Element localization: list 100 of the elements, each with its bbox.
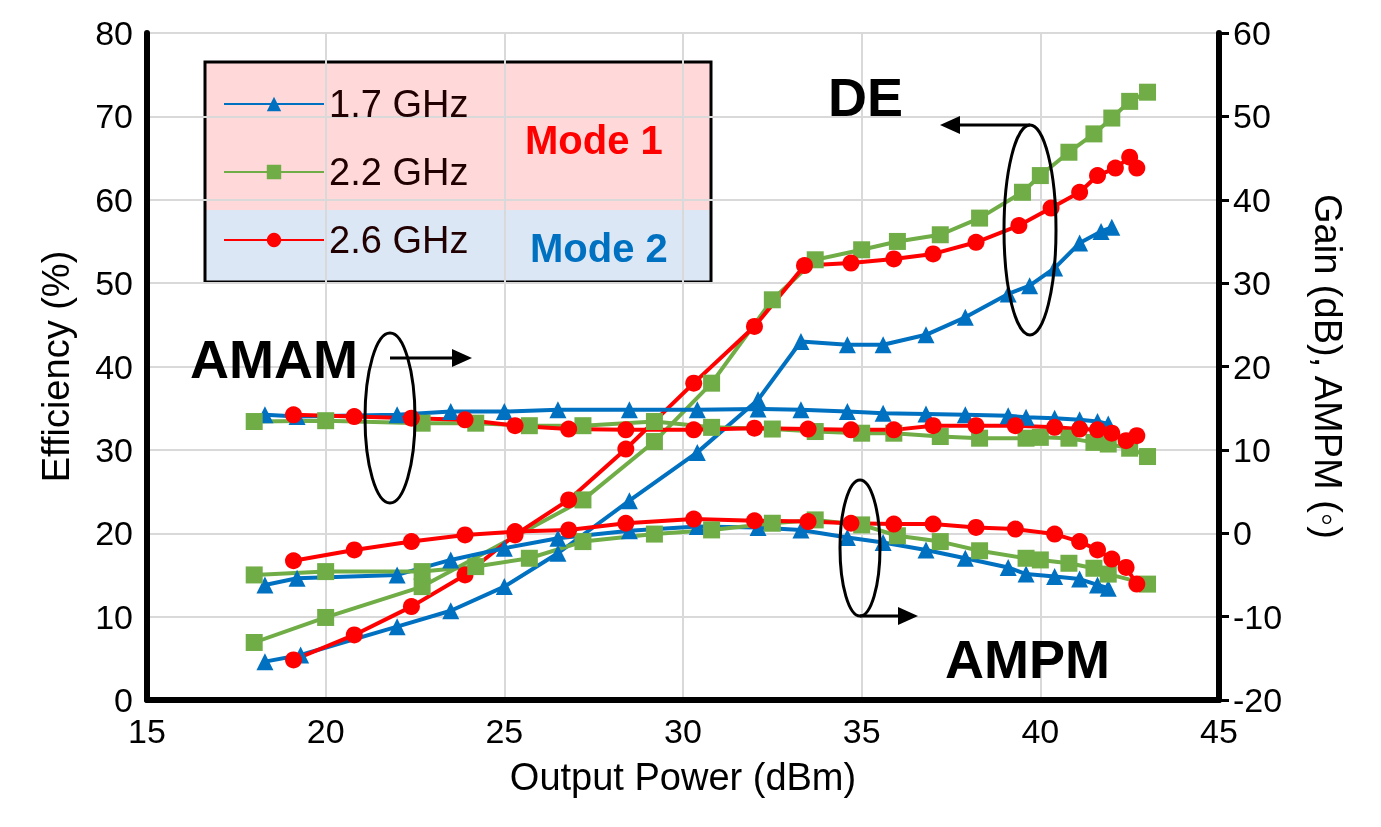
point: [853, 241, 871, 259]
point: [971, 542, 989, 560]
x-tick-label: 20: [306, 712, 345, 750]
point: [763, 514, 781, 532]
point: [763, 291, 781, 309]
point: [842, 254, 860, 272]
point: [745, 419, 763, 437]
point: [703, 374, 721, 392]
point: [1013, 183, 1031, 201]
point: [245, 566, 263, 584]
point: [931, 533, 949, 551]
point: [1031, 167, 1049, 185]
point: [617, 421, 635, 439]
point: [245, 633, 263, 651]
point: [442, 602, 460, 620]
point: [345, 626, 363, 644]
point: [1006, 520, 1024, 538]
point: [617, 440, 635, 458]
annotation: Mode 2: [530, 226, 668, 270]
point: [931, 226, 949, 244]
point: [1046, 525, 1064, 543]
point: [388, 406, 406, 424]
point: [745, 512, 763, 530]
point: [956, 308, 974, 326]
point: [317, 608, 335, 626]
point: [1103, 424, 1121, 442]
point: [967, 417, 985, 435]
point: [1046, 568, 1064, 586]
y2-tick-label: 10: [1233, 430, 1271, 469]
point: [520, 549, 538, 567]
point: [1089, 421, 1107, 439]
point: [560, 521, 578, 539]
point: [520, 417, 538, 435]
point: [413, 563, 431, 581]
point: [924, 417, 942, 435]
point: [685, 510, 703, 528]
point: [685, 374, 703, 392]
point: [799, 420, 817, 438]
y2-tick-label: 40: [1233, 180, 1271, 219]
point: [956, 549, 974, 567]
point: [620, 492, 638, 510]
point: [1117, 558, 1135, 576]
point: [842, 421, 860, 439]
point: [745, 317, 763, 335]
point: [288, 569, 306, 587]
x-tick-label: 25: [485, 712, 524, 750]
y2-tick-label: 0: [1233, 514, 1252, 553]
point: [1031, 551, 1049, 569]
point: [1128, 159, 1146, 177]
point: [1046, 418, 1064, 436]
point: [495, 578, 513, 596]
point: [574, 491, 592, 509]
point: [1060, 554, 1078, 572]
point: [967, 518, 985, 536]
x-axis-title: Output Power (dBm): [509, 756, 857, 798]
point: [549, 401, 567, 419]
point: [388, 566, 406, 584]
point: [967, 233, 985, 251]
point: [703, 521, 721, 539]
point: [1071, 420, 1089, 438]
point: [317, 563, 335, 581]
point: [1128, 575, 1146, 593]
point: [495, 403, 513, 421]
point: [1103, 550, 1121, 568]
point: [874, 336, 892, 354]
point: [842, 514, 860, 532]
legend-label: 1.7 GHz: [329, 83, 469, 125]
point: [1071, 234, 1089, 252]
point: [1106, 159, 1124, 177]
point: [645, 433, 663, 451]
point: [456, 526, 474, 544]
point: [1010, 217, 1028, 235]
point: [345, 541, 363, 559]
point: [917, 541, 935, 559]
point: [1139, 448, 1157, 466]
y-tick-label: 30: [95, 430, 133, 469]
point: [506, 417, 524, 435]
point: [442, 551, 460, 569]
point: [574, 417, 592, 435]
point: [885, 250, 903, 268]
y-tick-label: 70: [95, 97, 133, 136]
y-tick-label: 50: [95, 264, 133, 303]
point: [256, 576, 274, 594]
point: [442, 403, 460, 421]
point: [345, 408, 363, 426]
point: [1092, 222, 1110, 240]
point: [1089, 541, 1107, 559]
point: [1121, 92, 1139, 110]
point: [467, 558, 485, 576]
annotation: Mode 1: [525, 118, 663, 162]
point: [1099, 565, 1117, 583]
point: [574, 533, 592, 551]
annotation: AMPM: [945, 629, 1110, 689]
point: [924, 515, 942, 533]
point: [549, 529, 567, 547]
point: [285, 552, 303, 570]
point: [617, 514, 635, 532]
point: [703, 418, 721, 436]
point: [645, 525, 663, 543]
point: [402, 598, 420, 616]
